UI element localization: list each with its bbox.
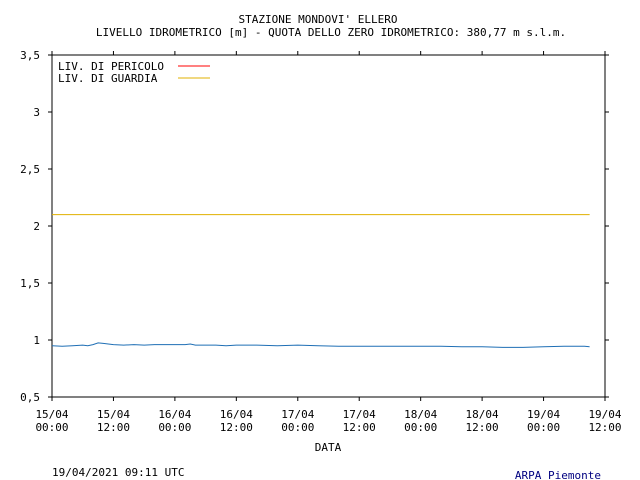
x-tick-label-time: 12:00: [97, 421, 130, 434]
y-tick-label: 2,5: [20, 163, 40, 176]
x-tick-label-date: 15/04: [97, 408, 130, 421]
y-tick-label: 1,5: [20, 277, 40, 290]
legend-label-pericolo: LIV. DI PERICOLO: [58, 60, 164, 73]
x-tick-label-date: 16/04: [158, 408, 191, 421]
x-tick-label-date: 17/04: [281, 408, 314, 421]
x-axis-label: DATA: [315, 441, 342, 454]
chart-subtitle: LIVELLO IDROMETRICO [m] - QUOTA DELLO ZE…: [96, 26, 566, 39]
y-tick-label: 2: [33, 220, 40, 233]
footer-timestamp: 19/04/2021 09:11 UTC: [52, 466, 184, 479]
x-tick-label-time: 12:00: [466, 421, 499, 434]
x-tick-label-time: 00:00: [404, 421, 437, 434]
y-tick-label: 1: [33, 334, 40, 347]
x-tick-label-time: 12:00: [220, 421, 253, 434]
x-tick-label-date: 18/04: [466, 408, 499, 421]
series-line: [51, 342, 590, 348]
x-tick-label-time: 00:00: [281, 421, 314, 434]
x-tick-label-date: 19/04: [588, 408, 621, 421]
x-tick-label-time: 00:00: [158, 421, 191, 434]
y-tick-label: 3: [33, 106, 40, 119]
y-tick-label: 3,5: [20, 49, 40, 62]
y-tick-label: 0,5: [20, 391, 40, 404]
series-group: [51, 342, 590, 348]
x-axis: 15/0400:0015/0412:0016/0400:0016/0412:00…: [35, 51, 622, 434]
chart-title: STAZIONE MONDOVI' ELLERO: [239, 13, 398, 26]
x-tick-label-date: 19/04: [527, 408, 560, 421]
x-tick-label-time: 12:00: [343, 421, 376, 434]
legend: LIV. DI PERICOLO LIV. DI GUARDIA: [58, 60, 210, 85]
x-tick-label-date: 16/04: [220, 408, 253, 421]
x-tick-label-time: 00:00: [527, 421, 560, 434]
x-tick-label-date: 17/04: [343, 408, 376, 421]
x-tick-label-date: 15/04: [35, 408, 68, 421]
x-tick-label-time: 12:00: [588, 421, 621, 434]
y-axis: 0,5 1 1,5 2 2,5 3 3,5: [20, 49, 609, 404]
x-tick-label-date: 18/04: [404, 408, 437, 421]
footer-source: ARPA Piemonte: [515, 469, 601, 480]
x-tick-label-time: 00:00: [35, 421, 68, 434]
legend-label-guardia: LIV. DI GUARDIA: [58, 72, 158, 85]
